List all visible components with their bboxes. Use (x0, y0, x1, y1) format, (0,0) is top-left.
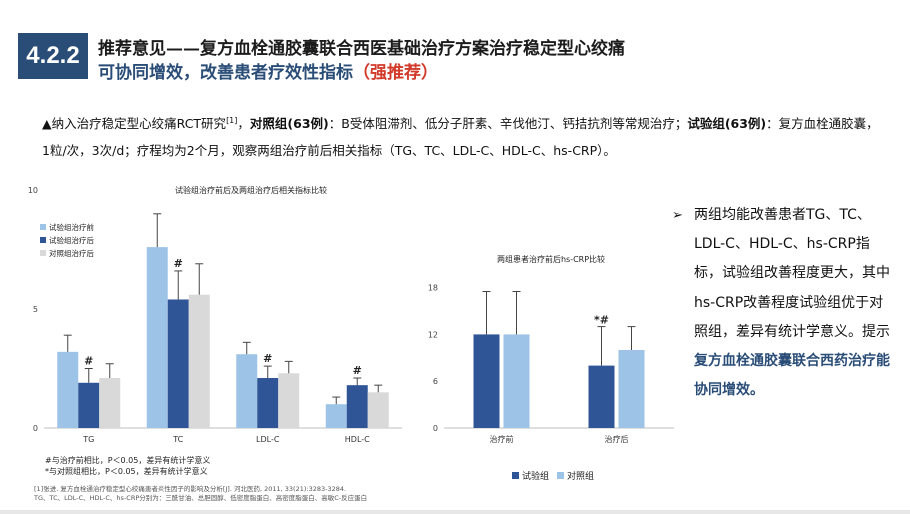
conclusion-body: 两组均能改善患者TG、TC、LDL-C、HDL-C、hs-CRP指标，试验组改善… (694, 207, 890, 340)
chart1-significance-mark: # (84, 355, 93, 368)
chart1-bar (325, 404, 347, 428)
chart1-legend-label: 对照组治疗后 (49, 248, 94, 258)
chart1-bar (236, 354, 258, 428)
chart1-legend-swatch (40, 250, 46, 256)
chart2-legend-item: 对照组 (557, 469, 594, 482)
chart1-title: 试验组治疗前后及两组治疗后相关指标比较 (175, 185, 327, 195)
bullet-triangle-icon: ▲ (42, 116, 52, 132)
chart2-x-tick-label: 治疗后 (605, 434, 629, 444)
chart1-bar (99, 378, 121, 428)
chart2-y-tick-label: 0 (433, 424, 438, 433)
control-group-desc: ：B受体阻滞剂、低分子肝素、辛伐他汀、钙拮抗剂等常规治疗； (328, 116, 688, 132)
conclusion-box: ➢ 两组均能改善患者TG、TC、LDL-C、HDL-C、hs-CRP指标，试验组… (672, 201, 892, 405)
section-number-badge: 4.2.2 (18, 33, 88, 79)
recommendation-strength: （强推荐） (353, 63, 438, 83)
chart1-significance-mark: # (353, 364, 362, 377)
note-line-1: #与治疗前相比，P＜0.05，差异有统计学意义 (45, 456, 211, 465)
trial-group-desc: ：复方血栓通胶囊，1粒/次，3次/d；疗程均为2个月，观察两组治疗前后相关指标（… (42, 116, 879, 159)
arrow-bullet-icon: ➢ (672, 208, 683, 223)
chart1-bar (278, 373, 300, 428)
study-intro: ▲纳入治疗稳定型心绞痛RCT研究[1]，对照组(63例)：B受体阻滞剂、低分子肝… (42, 107, 882, 164)
significance-notes: #与治疗前相比，P＜0.05，差异有统计学意义 *与对照组相比，P＜0.05，差… (45, 455, 210, 477)
chart1-bar (78, 382, 100, 428)
chart1-bar (57, 351, 79, 428)
chart1-x-tick-label: LDL-C (256, 435, 280, 444)
chart1-bar (167, 299, 189, 428)
intro-text: 纳入治疗稳定型心绞痛RCT研究 (51, 116, 227, 132)
subtitle-main: 可协同增效，改善患者疗效性指标 (98, 63, 353, 83)
chart1-y-tick-label: 0 (33, 424, 38, 433)
chart2-y-tick-label: 6 (433, 377, 438, 386)
chart2-legend: 试验组 对照组 (512, 469, 602, 482)
chart1-y-tick-label: 5 (33, 305, 38, 314)
chart1-significance-mark: # (263, 352, 272, 365)
chart1-x-tick-label: TC (172, 435, 183, 444)
reference-line-2: TG、TC、LDL-C、HDL-C、hs-CRP分别为：三酰甘油、总胆固醇、低密… (34, 494, 368, 502)
slide-subtitle: 可协同增效，改善患者疗效性指标（强推荐） (98, 58, 438, 83)
chart1-bar (146, 247, 168, 428)
chart2-bar (588, 365, 615, 428)
references: [1]张进. 复方血栓通治疗稳定型心绞痛患者炎性因子的影响及分析[J]. 河北医… (34, 485, 367, 503)
chart1-bar (257, 378, 279, 428)
chart2-legend-label: 试验组 (522, 472, 550, 482)
chart2-significance-mark: *# (594, 314, 609, 327)
chart1-y-tick-label: 10 (28, 186, 38, 195)
chart2-legend-label: 对照组 (567, 472, 595, 482)
chart1-bar (346, 385, 368, 428)
note-line-2: *与对照组相比，P＜0.05，差异有统计学意义 (45, 467, 208, 476)
chart2-bar (618, 350, 645, 428)
slide-title: 推荐意见——复方血栓通胶囊联合西医基础治疗方案治疗稳定型心绞痛 (98, 39, 625, 59)
conclusion-highlight: 复方血栓通胶囊联合西药治疗能协同增效。 (694, 353, 890, 399)
chart1-bar (367, 392, 389, 428)
chart1-legend-swatch (40, 237, 46, 243)
chart1-significance-mark: # (174, 257, 183, 270)
intro-sep: ， (237, 116, 250, 132)
chart1-bar (188, 294, 210, 428)
chart2-legend-swatch (512, 472, 519, 479)
chart2-legend-swatch (557, 472, 565, 479)
trial-group-label: 试验组(63例) (687, 116, 767, 132)
conclusion-text: 两组均能改善患者TG、TC、LDL-C、HDL-C、hs-CRP指标，试验组改善… (672, 201, 892, 405)
chart1-legend-swatch (40, 224, 46, 230)
chart1-legend-label: 试验组治疗后 (49, 235, 94, 245)
chart2-y-tick-label: 12 (428, 330, 438, 339)
chart1-x-tick-label: HDL-C (345, 435, 370, 444)
chart2-bar (503, 334, 530, 428)
chart1-legend-label: 试验组治疗前 (49, 222, 94, 232)
chart2-title: 两组患者治疗前后hs-CRP比较 (497, 254, 605, 264)
footer-rule (0, 510, 910, 514)
chart2-bar (473, 334, 500, 428)
chart2-y-tick-label: 18 (428, 284, 438, 293)
reference-line-1: [1]张进. 复方血栓通治疗稳定型心绞痛患者炎性因子的影响及分析[J]. 河北医… (34, 485, 347, 493)
chart2-x-tick-label: 治疗前 (490, 434, 514, 444)
control-group-label: 对照组(63例) (249, 116, 329, 132)
chart2-legend-item: 试验组 (512, 469, 549, 482)
citation-mark: [1] (226, 116, 238, 125)
chart1-x-tick-label: TG (82, 435, 94, 444)
